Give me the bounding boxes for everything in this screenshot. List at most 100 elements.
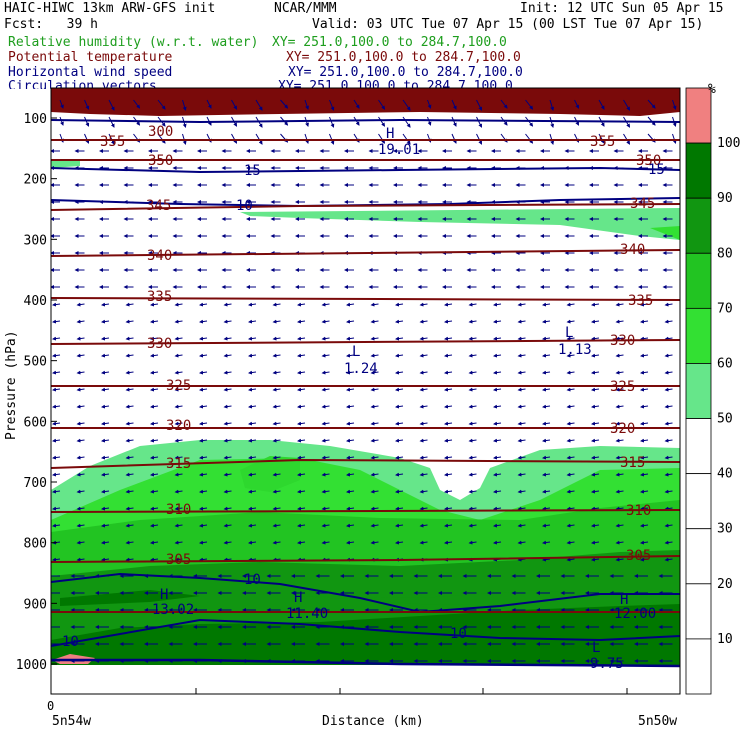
wind-vector: [52, 557, 61, 562]
wind-vector: [664, 319, 673, 324]
theta-label-325-right: 325: [610, 379, 635, 395]
wind-vector: [174, 421, 183, 426]
wind-vector: [248, 387, 257, 392]
theta-label-325: 325: [166, 378, 191, 394]
wind-vector: [150, 421, 159, 426]
theta-label-340: 340: [147, 248, 172, 264]
wind-vector: [76, 506, 85, 511]
wind-vector: [640, 540, 649, 545]
wind-vector: [76, 336, 85, 341]
wind-label-15-left: 15: [244, 163, 261, 179]
wind-vector: [150, 557, 159, 562]
wind-vector: [451, 116, 457, 127]
wind-vector: [468, 404, 477, 409]
wind-vector: [199, 557, 208, 562]
colorbar-bin-30: [685, 473, 712, 530]
wind-vector: [468, 387, 477, 392]
wind-vector: [468, 506, 477, 511]
wind-vector: [346, 421, 355, 426]
wind-vector: [125, 302, 134, 307]
wind-vector: [468, 302, 477, 307]
wind-label-10-low: 10: [450, 626, 467, 642]
wind-vector: [419, 540, 428, 545]
wind-vector: [664, 421, 673, 426]
wind-vector: [199, 506, 208, 511]
wind-vector: [84, 116, 90, 127]
wind-vector: [101, 370, 110, 375]
wind-vector: [468, 523, 477, 528]
wind-vector: [125, 370, 134, 375]
wind-vector: [248, 302, 257, 307]
wind-vector: [664, 438, 673, 443]
wind-vector: [101, 540, 110, 545]
wind-vector: [664, 506, 673, 511]
rh-60-blob: [240, 456, 300, 492]
wind-vector: [517, 523, 526, 528]
colorbar-tick-90: 90: [717, 191, 733, 206]
wind-vector: [272, 370, 281, 375]
wind-vector: [370, 302, 379, 307]
wind-vector: [223, 506, 232, 511]
wind-vector: [199, 455, 208, 460]
wind-vector: [321, 455, 330, 460]
wind-vector: [223, 387, 232, 392]
wind-vector: [101, 302, 110, 307]
wind-vector: [395, 472, 404, 477]
wind-vector: [272, 387, 281, 392]
extremum-l-kind-3: L: [592, 640, 600, 656]
wind-vector: [444, 438, 453, 443]
wind-vector: [52, 370, 61, 375]
extremum-l-value-2: 1.13: [558, 342, 592, 358]
wind-vector: [174, 506, 183, 511]
wind-vector: [542, 336, 551, 341]
wind-vector: [199, 387, 208, 392]
field-circ-xy: XY= 251.0,100.0 to 284.7,100.0: [278, 80, 513, 89]
wind-vector: [321, 438, 330, 443]
wind-vector: [125, 523, 134, 528]
wind-vector: [493, 455, 502, 460]
wind-vector: [223, 489, 232, 494]
wind-contour-10-mid: [51, 572, 680, 614]
wind-vector: [566, 540, 575, 545]
extremum-h-value-2: 13.02: [152, 602, 194, 618]
wind-vector: [52, 523, 61, 528]
wind-vector: [640, 455, 649, 460]
y-tick-label-100: 100: [24, 112, 47, 127]
wind-vector: [125, 404, 134, 409]
wind-vector: [174, 472, 183, 477]
wind-vector: [566, 557, 575, 562]
wind-vector: [297, 302, 306, 307]
wind-vector: [493, 472, 502, 477]
wind-vector: [640, 557, 649, 562]
wind-vector: [493, 506, 502, 511]
wind-vector: [517, 421, 526, 426]
field-theta-name: Potential temperature: [8, 50, 173, 65]
wind-vector: [566, 421, 575, 426]
wind-vector: [248, 370, 257, 375]
wind-vector: [101, 387, 110, 392]
wind-vector: [419, 523, 428, 528]
wind-vector: [223, 523, 232, 528]
colorbar-tick-100: 100: [717, 136, 740, 151]
wind-vector: [174, 302, 183, 307]
wind-vector: [542, 353, 551, 358]
wind-vector: [174, 404, 183, 409]
wind-vector: [566, 489, 575, 494]
wind-vector: [150, 438, 159, 443]
wind-vector: [248, 421, 257, 426]
wind-vector: [248, 319, 257, 324]
wind-vector: [395, 455, 404, 460]
wind-vector: [150, 523, 159, 528]
colorbar: 100 90 80 70 60 50 40 30 20 10: [685, 87, 740, 695]
wind-vector: [566, 506, 575, 511]
wind-vector: [395, 302, 404, 307]
theta-contours: [51, 139, 680, 613]
wind-vector: [280, 99, 289, 109]
wind-vector: [640, 302, 649, 307]
y-tick-label-900: 900: [24, 597, 47, 612]
wind-vector: [272, 472, 281, 477]
wind-vector: [615, 319, 624, 324]
theta-label-350-right: 350: [636, 153, 661, 169]
plot-frame: [50, 87, 681, 695]
wind-vector: [615, 472, 624, 477]
